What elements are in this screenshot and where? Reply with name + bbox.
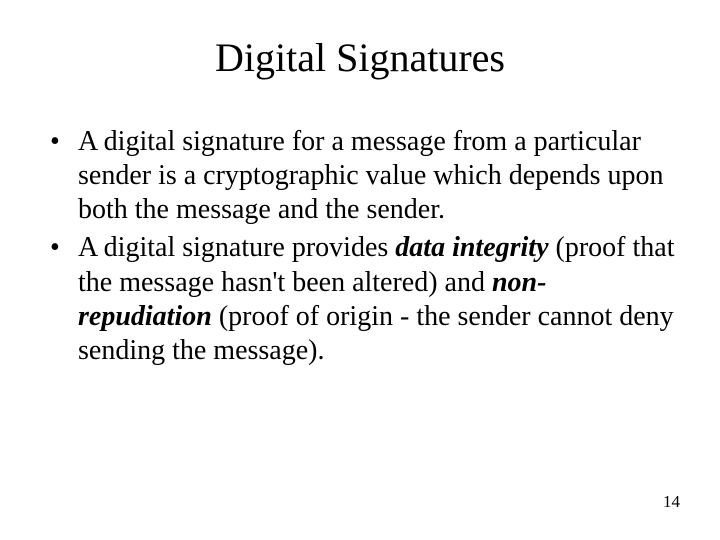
bullet-text: A digital signature for a message from a… [78, 126, 663, 225]
bullet-item: A digital signature for a message from a… [48, 125, 680, 227]
page-number: 14 [663, 492, 680, 512]
bullet-list: A digital signature for a message from a… [40, 125, 680, 368]
emphasis-term: data integrity [395, 232, 548, 263]
slide-container: Digital Signatures A digital signature f… [0, 0, 720, 540]
slide-title: Digital Signatures [40, 34, 680, 81]
bullet-item: A digital signature provides data integr… [48, 231, 680, 368]
bullet-text: A digital signature provides [78, 232, 395, 263]
